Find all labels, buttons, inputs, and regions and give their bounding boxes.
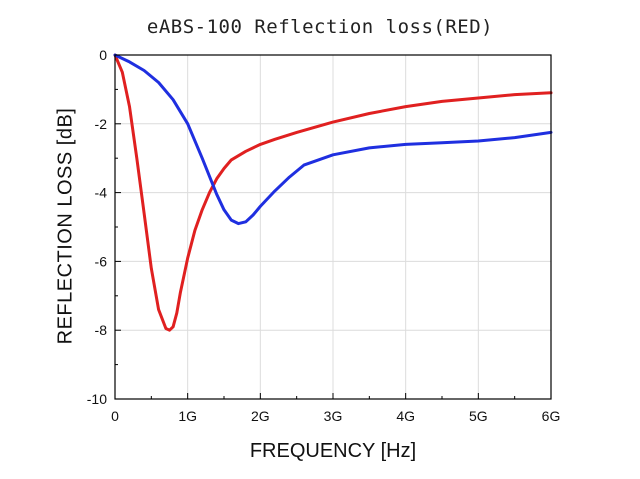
plot-frame xyxy=(114,54,552,400)
x-tick-label: 3G xyxy=(324,408,343,424)
x-tick-label: 4G xyxy=(396,408,415,424)
x-tick-label: 1G xyxy=(178,408,197,424)
x-tick-label: 6G xyxy=(542,408,561,424)
series-red-line xyxy=(113,53,553,332)
y-axis-label: REFLECTION LOSS [dB] xyxy=(54,107,77,345)
x-tick-label: 2G xyxy=(251,408,270,424)
y-tick-label: 0 xyxy=(99,47,107,63)
y-tick-label: -8 xyxy=(95,322,108,338)
y-tick-label: -6 xyxy=(95,253,108,269)
x-tick-label: 5G xyxy=(469,408,488,424)
y-tick-label: -2 xyxy=(95,116,108,132)
series-blue-line xyxy=(113,53,553,226)
y-tick-label: -4 xyxy=(95,185,108,201)
x-axis-label: FREQUENCY [Hz] xyxy=(249,440,417,462)
y-tick-label: -10 xyxy=(87,391,107,407)
x-tick-label: 0 xyxy=(111,408,119,424)
chart-title: eABS-100 Reflection loss(RED) xyxy=(146,16,494,38)
